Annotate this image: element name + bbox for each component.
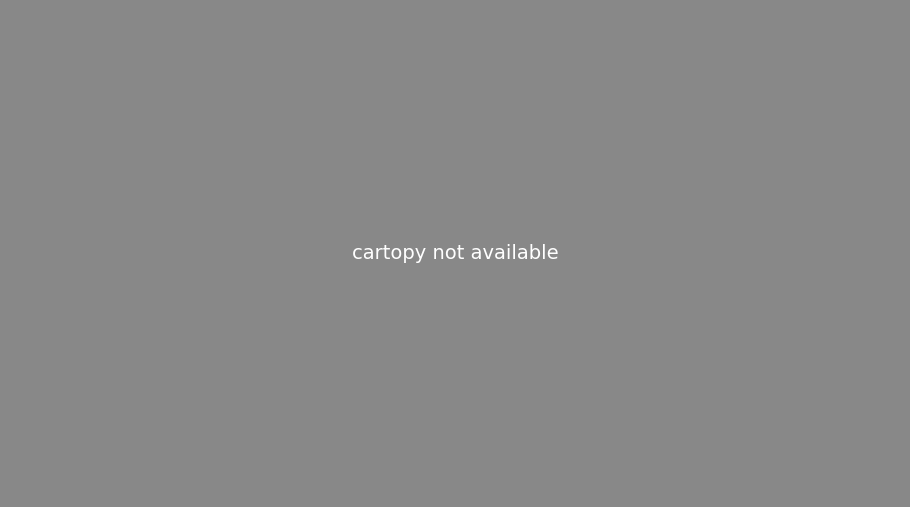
Text: cartopy not available: cartopy not available	[351, 244, 559, 263]
